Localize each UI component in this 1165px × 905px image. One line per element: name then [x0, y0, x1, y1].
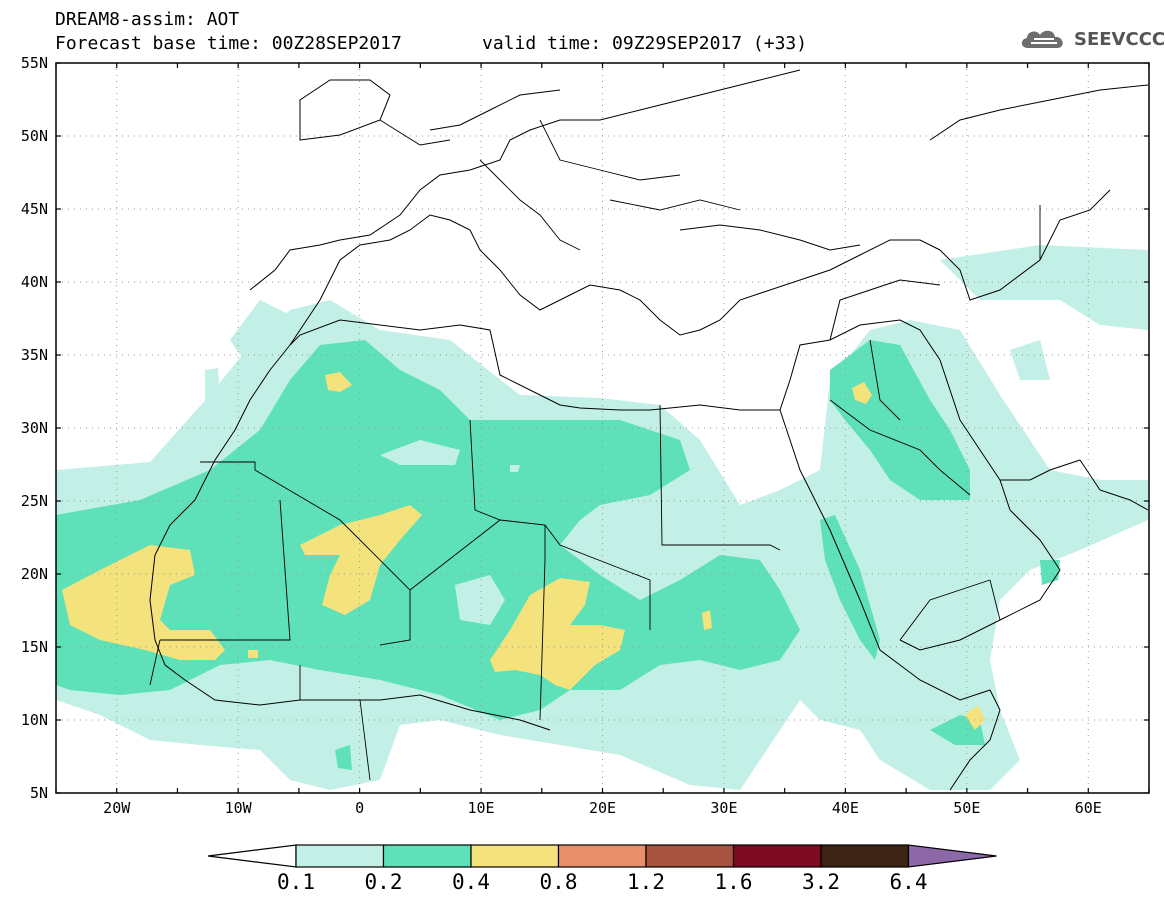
map-title: DREAM8-assim: AOT	[55, 9, 240, 30]
aot-band-0.4-0.8	[62, 372, 985, 730]
colorbar	[207, 844, 997, 868]
colorbar-segment	[295, 844, 385, 868]
country-borders	[149, 119, 1041, 781]
lon-label: 50E	[953, 799, 981, 817]
colorbar-segment	[557, 844, 647, 868]
aot-map	[55, 62, 1150, 794]
colorbar-label: 1.2	[627, 870, 665, 894]
lon-label: 20E	[588, 799, 617, 817]
graticule	[56, 63, 1149, 793]
coastlines	[149, 69, 1149, 791]
lat-label: 5N	[29, 784, 48, 802]
lat-label: 15N	[20, 638, 48, 656]
colorbar-segment	[820, 844, 910, 868]
colorbar-segment	[470, 844, 560, 868]
colorbar-label: 0.1	[277, 870, 315, 894]
colorbar-segment	[645, 844, 735, 868]
colorbar-label: 6.4	[889, 870, 928, 894]
valid-time: valid time: 09Z29SEP2017 (+33)	[482, 33, 808, 54]
colorbar-label: 1.6	[714, 870, 753, 894]
lat-label: 50N	[20, 127, 48, 145]
cloud-icon	[1021, 30, 1063, 48]
lat-label: 55N	[20, 54, 48, 72]
lon-label: 0	[355, 799, 365, 817]
lat-label: 30N	[20, 419, 48, 437]
lat-label: 20N	[20, 565, 48, 583]
lon-label: 30E	[710, 799, 738, 817]
lon-label: 10W	[224, 799, 252, 817]
aot-shading	[56, 63, 1149, 793]
colorbar-label: 3.2	[802, 870, 840, 894]
lat-label: 10N	[20, 711, 48, 729]
lon-label: 60E	[1074, 799, 1102, 817]
colorbar-arrow-high	[907, 844, 997, 868]
lon-label: 40E	[831, 799, 859, 817]
colorbar-segment	[382, 844, 472, 868]
colorbar-label: 0.4	[452, 870, 490, 894]
colorbar-label: 0.8	[539, 870, 578, 894]
forecast-base-time: Forecast base time: 00Z28SEP2017	[55, 33, 402, 54]
logo-text: SEEVCCC	[1074, 28, 1165, 50]
lat-label: 35N	[20, 346, 48, 364]
axis-ticks	[55, 62, 1150, 794]
lat-label: 45N	[20, 200, 48, 218]
lat-label: 25N	[20, 492, 48, 510]
colorbar-segment	[732, 844, 822, 868]
aot-holes	[380, 440, 520, 625]
lon-label: 10E	[467, 799, 495, 817]
lon-label: 20W	[103, 799, 131, 817]
seevccc-logo: SEEVCCC	[1018, 24, 1165, 54]
colorbar-label: 0.2	[364, 870, 403, 894]
colorbar-arrow-low	[207, 844, 297, 868]
lat-label: 40N	[20, 273, 48, 291]
